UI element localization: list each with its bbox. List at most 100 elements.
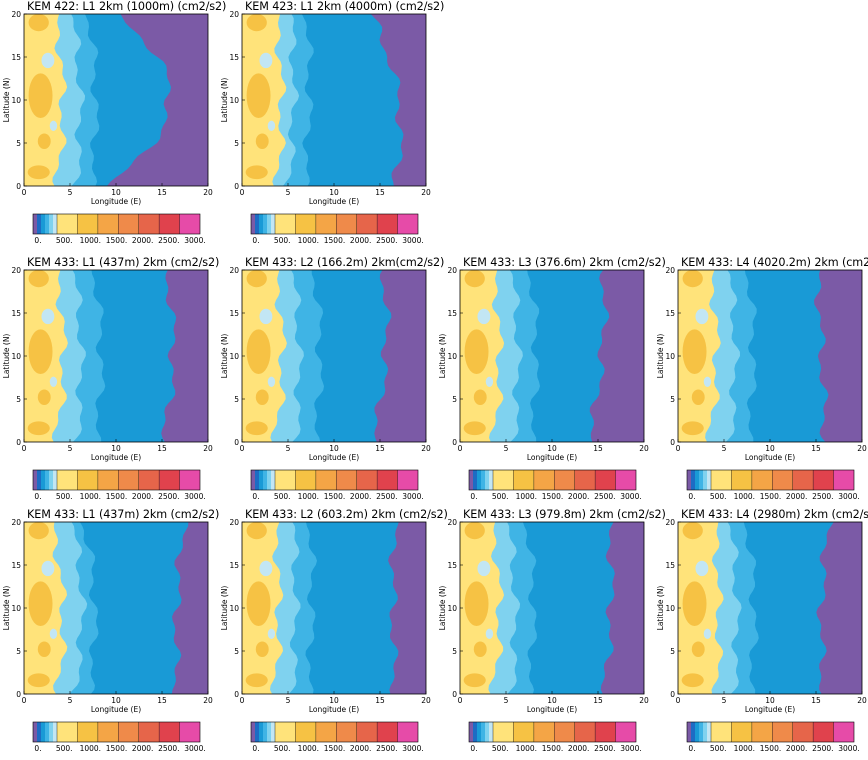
colorbar-segment <box>336 722 357 742</box>
colorbar-frame <box>250 213 419 235</box>
colorbar-segment <box>33 470 37 490</box>
x-axis-label: Longitude (E) <box>309 197 359 206</box>
heatmap-svg: KEM 433: L1 (437m) 2km (cm2/s2)0 5 10 15 200… <box>2 256 219 501</box>
colorbar-label: 2500. <box>812 744 833 753</box>
field-gold-blob <box>245 421 268 436</box>
colorbar-segment <box>711 470 732 490</box>
y-tick-label: 0 <box>16 438 21 447</box>
colorbar-label: 1000. <box>298 744 319 753</box>
colorbar-label: 1000. <box>80 236 101 245</box>
field-pale-blue-patch <box>41 560 55 577</box>
x-tick-label: 20 <box>857 444 867 453</box>
colorbar-segment <box>179 214 200 234</box>
y-axis-label: Latitude (N) <box>438 334 447 379</box>
colorbar-segment <box>533 470 555 490</box>
colorbar-segment <box>489 470 493 490</box>
y-tick-label: 20 <box>665 518 675 527</box>
colorbar-segment <box>271 470 275 490</box>
colorbar-segment <box>118 214 139 234</box>
colorbar-segment <box>97 722 119 742</box>
y-tick-label: 15 <box>11 53 21 62</box>
y-tick-label: 20 <box>447 518 457 527</box>
colorbar-segment <box>45 214 49 234</box>
x-tick-label: 15 <box>593 696 603 705</box>
x-tick-label: 10 <box>111 444 121 453</box>
colorbar-segment <box>533 722 555 742</box>
colorbar-segment <box>179 722 200 742</box>
y-tick-label: 20 <box>11 10 21 19</box>
y-tick-label: 10 <box>665 352 675 361</box>
field-pale-blue-patch <box>267 120 276 131</box>
colorbar-frame <box>32 213 201 235</box>
colorbar-segment <box>493 722 514 742</box>
colorbar-segment <box>53 722 57 742</box>
colorbar-segment <box>691 722 695 742</box>
y-tick-label: 0 <box>670 690 675 699</box>
colorbar-segment <box>751 470 773 490</box>
colorbar-label: 2000. <box>786 744 807 753</box>
field-gold-blob <box>246 329 271 375</box>
colorbar-segment <box>513 470 534 490</box>
y-tick-label: 5 <box>234 139 239 148</box>
y-tick-label: 5 <box>16 395 21 404</box>
colorbar-segment <box>159 470 180 490</box>
field-pale-blue-patch <box>703 376 712 387</box>
field-pale-blue-patch <box>267 376 276 387</box>
panel-title: KEM 422: L1 2km (1000m) (cm2/s2) <box>27 0 226 13</box>
colorbar-segment <box>267 470 271 490</box>
colorbar-segment <box>263 470 267 490</box>
colorbar-segment <box>397 214 418 234</box>
field-gold-blob <box>246 522 267 540</box>
colorbar-label: 0. <box>34 236 41 245</box>
colorbar-segment <box>255 214 259 234</box>
colorbar-segment <box>275 470 296 490</box>
x-tick-label: 15 <box>157 444 167 453</box>
field-gold-blob <box>28 329 53 375</box>
colorbar-segment <box>159 722 180 742</box>
y-tick-label: 5 <box>452 395 457 404</box>
panel-kem433-l2-row2: KEM 433: L2 (166.2m) 2km(cm2/s2) 0 5 10 15 20… <box>218 256 444 506</box>
panel-title: KEM 433: L4 (4020.2m) 2km (cm2/s2) <box>681 256 868 269</box>
panel-kem433-l3-row3: KEM 433: L3 (979.8m) 2km (cm2/s2) 0 5 10 15 2… <box>436 508 666 758</box>
y-tick-label: 0 <box>670 438 675 447</box>
colorbar-segment <box>315 214 337 234</box>
colorbar-segment <box>485 470 489 490</box>
colorbar-segment <box>263 214 267 234</box>
colorbar-label: 2500. <box>376 492 397 501</box>
colorbar-segment <box>315 470 337 490</box>
colorbar-label: 500. <box>274 492 291 501</box>
x-tick-label: 20 <box>639 696 649 705</box>
field-pale-blue-patch <box>49 376 58 387</box>
colorbar-label: 2000. <box>350 744 371 753</box>
colorbar-segment <box>731 722 752 742</box>
colorbar-label: 500. <box>492 492 509 501</box>
x-tick-label: 0 <box>240 188 245 197</box>
y-tick-label: 15 <box>11 561 21 570</box>
panel-kem433-l1-row3: KEM 433: L1 (437m) 2km (cm2/s2) 0 5 10 15 20 0… <box>0 508 219 758</box>
panel-kem423-l1: KEM 423: L1 2km (4000m) (cm2/s2) 0 5 10 15 20… <box>218 0 444 250</box>
x-tick-label: 15 <box>811 696 821 705</box>
x-tick-label: 20 <box>421 696 431 705</box>
colorbar-segment <box>49 722 53 742</box>
heatmap-svg: KEM 422: L1 2km (1000m) (cm2/s2) 0 5 10 15 20… <box>2 0 226 245</box>
heatmap-svg: KEM 433: L4 (2980m) 2km (cm2/s2) 0 5 10 15 20… <box>656 508 868 753</box>
colorbar-segment <box>57 214 78 234</box>
colorbar-segment <box>469 470 473 490</box>
y-tick-label: 20 <box>665 266 675 275</box>
field-gold-blob <box>464 329 489 375</box>
colorbar-frame <box>32 469 201 491</box>
colorbar-label: 1500. <box>760 744 781 753</box>
field-pale-blue-patch <box>695 308 709 325</box>
colorbar-label: 500. <box>56 236 73 245</box>
y-tick-label: 10 <box>11 604 21 613</box>
y-axis-label: Latitude (N) <box>656 586 665 631</box>
colorbar-segment <box>703 722 707 742</box>
colorbar-segment <box>259 722 263 742</box>
heatmap-svg: KEM 433: L1 (437m) 2km (cm2/s2)0 5 10 15 200… <box>2 508 219 753</box>
x-axis-label: Longitude (E) <box>91 453 141 462</box>
colorbar-segment <box>259 470 263 490</box>
field-gold-blob <box>28 73 53 119</box>
y-tick-label: 0 <box>234 438 239 447</box>
field-pale-blue-patch <box>259 52 273 69</box>
x-tick-label: 10 <box>547 444 557 453</box>
